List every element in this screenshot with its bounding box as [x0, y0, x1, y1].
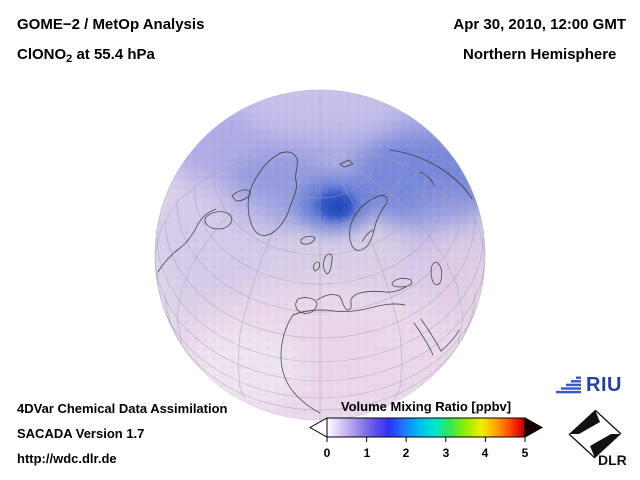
coastlines: [157, 149, 473, 414]
colorbar-tick-label: 5: [521, 446, 529, 460]
riu-logo-icon: [556, 376, 581, 394]
colorbar-gradient-bar: [326, 417, 526, 438]
footer-credits: 4DVar Chemical Data Assimilation SACADA …: [17, 396, 228, 471]
riu-logo: RIU: [556, 374, 622, 397]
colorbar-tick-label: 1: [363, 446, 371, 460]
colorbar-tick-label: 2: [402, 446, 410, 460]
version-label: SACADA Version 1.7: [17, 426, 145, 441]
species-level-label: ClONO2 at 55.4 hPa: [17, 46, 155, 65]
region-label: Northern Hemisphere: [463, 46, 617, 63]
colorbar-over-arrow: [524, 417, 544, 438]
header-left: GOME−2 / MetOp Analysis ClONO2 at 55.4 h…: [17, 10, 204, 74]
website-url: http://wdc.dlr.de: [17, 451, 117, 466]
colorbar-under-arrow: [308, 417, 328, 438]
colorbar-tick-label: 4: [481, 446, 489, 460]
colorbar-tickmarks: [326, 437, 526, 442]
colorbar-tick-label: 3: [442, 446, 450, 460]
datetime-label: Apr 30, 2010, 12:00 GMT: [453, 16, 626, 33]
dlr-logo-text: DLR: [598, 452, 627, 468]
colorbar: [308, 417, 544, 442]
header-right: Apr 30, 2010, 12:00 GMT Northern Hemisph…: [453, 10, 626, 70]
species-subscript: 2: [66, 53, 73, 65]
riu-logo-text: RIU: [586, 374, 622, 396]
analysis-title: GOME−2 / MetOp Analysis: [17, 16, 205, 33]
colorbar-title: Volume Mixing Ratio [ppbv]: [340, 399, 512, 414]
assimilation-label: 4DVar Chemical Data Assimilation: [17, 401, 228, 416]
graticule: [155, 90, 485, 420]
colorbar-tick-label: 0: [323, 446, 331, 460]
dlr-logo-icon: [568, 409, 622, 459]
